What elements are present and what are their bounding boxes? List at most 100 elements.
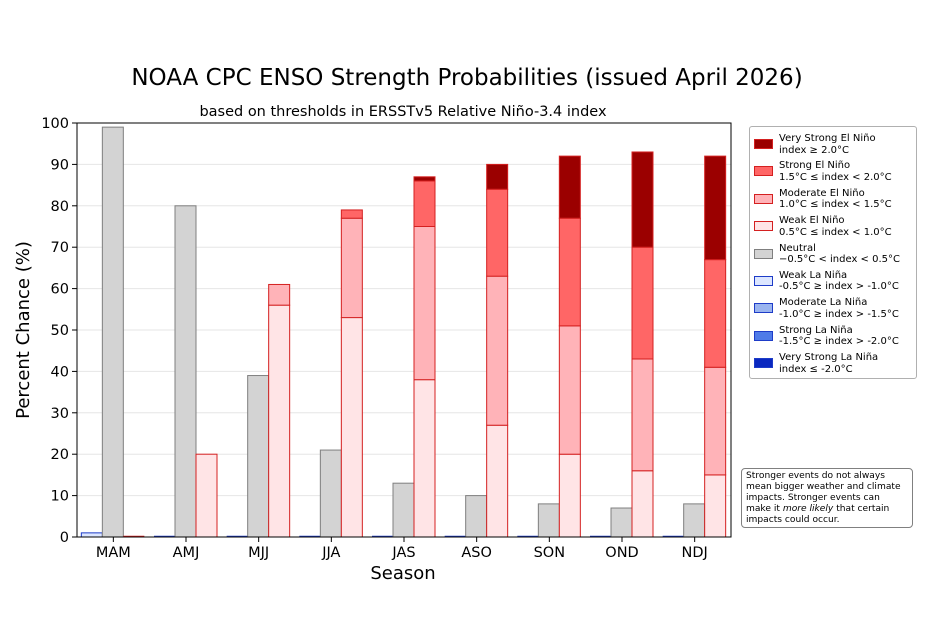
x-tick-label: SON: [534, 545, 565, 561]
bar-segment-moderate-el-ni-o: [340, 217, 363, 319]
bar-segment-neutral: [537, 503, 560, 538]
bar-segment-weak-la-ni-a: [80, 532, 103, 538]
legend-item: Strong La Niña -1.5°C ≥ index > -2.0°C: [754, 325, 912, 352]
x-tick-label: MJJ: [248, 545, 269, 561]
y-tick-label: 0: [60, 530, 69, 546]
legend-series-name: Strong La Niña: [779, 324, 853, 336]
legend-swatch: [754, 248, 773, 259]
bar-segment-weak-el-ni-o: [340, 317, 363, 538]
annotation-line: Stronger events do not always: [746, 471, 885, 481]
legend-label: Neutral −0.5°C < index < 0.5°C: [779, 243, 900, 266]
bars: [80, 126, 727, 538]
legend-series-range: index ≥ 2.0°C: [779, 144, 849, 156]
bar-segment-strong-el-ni-o: [558, 217, 581, 327]
legend-label: Moderate La Niña -1.0°C ≥ index > -1.5°C: [779, 297, 899, 320]
legend-label: Moderate El Niño 1.0°C ≤ index < 1.5°C: [779, 188, 892, 211]
y-axis-label: Percent Chance (%): [13, 241, 34, 419]
legend-item: Weak La Niña -0.5°C ≥ index > -1.0°C: [754, 270, 912, 297]
x-tick-label: MAM: [96, 545, 131, 561]
legend-series-range: 1.5°C ≤ index < 2.0°C: [779, 171, 892, 183]
bar-segment-weak-el-ni-o: [486, 424, 509, 538]
legend-label: Weak El Niño 0.5°C ≤ index < 1.0°C: [779, 215, 892, 238]
bar-segment-moderate-el-ni-o: [486, 275, 509, 426]
legend-label: Strong La Niña -1.5°C ≥ index > -2.0°C: [779, 325, 899, 348]
x-tick-label: JJA: [321, 545, 340, 561]
legend: Very Strong El Niño index ≥ 2.0°C Strong E…: [749, 126, 917, 379]
bar-segment-strong-el-ni-o: [486, 188, 509, 277]
bar-segment-weak-el-ni-o: [558, 453, 581, 538]
legend-series-name: Weak La Niña: [779, 269, 848, 281]
annotation-line: make it more likely that certain: [746, 504, 908, 515]
bar-segment-neutral: [101, 126, 124, 538]
legend-series-range: 0.5°C ≤ index < 1.0°C: [779, 226, 892, 238]
axis-ticks: 0 10 20 30 40 50 60 70 80 90 100 MAM AMJ MJJ JJA JAS ASO…: [41, 116, 708, 561]
x-axis-label: Season: [370, 563, 435, 584]
y-tick-label: 70: [51, 240, 69, 256]
legend-swatch: [754, 166, 773, 177]
bar-segment-neutral: [392, 482, 415, 538]
legend-swatch: [754, 358, 773, 369]
legend-swatch: [754, 275, 773, 286]
legend-swatch: [754, 221, 773, 232]
legend-label: Very Strong El Niño index ≥ 2.0°C: [779, 133, 876, 156]
legend-item: Strong El Niño 1.5°C ≤ index < 2.0°C: [754, 160, 912, 187]
legend-item: Moderate El Niño 1.0°C ≤ index < 1.5°C: [754, 188, 912, 215]
legend-series-range: index ≤ -2.0°C: [779, 363, 853, 375]
annotation-text: make it: [746, 504, 783, 514]
bar-segment-moderate-el-ni-o: [268, 283, 291, 306]
legend-item: Weak El Niño 0.5°C ≤ index < 1.0°C: [754, 215, 912, 242]
legend-item: Moderate La Niña -1.0°C ≥ index > -1.5°C: [754, 297, 912, 324]
bar-segment-strong-el-ni-o: [413, 180, 436, 228]
bar-segment-neutral: [610, 507, 633, 538]
bar-segment-neutral: [247, 375, 270, 538]
y-tick-label: 10: [51, 489, 69, 505]
x-tick-label: AMJ: [173, 545, 200, 561]
legend-series-name: Strong El Niño: [779, 160, 851, 172]
annotation-text: that certain: [833, 504, 890, 514]
bar-segment-very-strong-el-ni-o: [486, 163, 509, 190]
y-tick-label: 90: [51, 157, 69, 173]
x-tick-label: OND: [605, 545, 638, 561]
legend-swatch: [754, 330, 773, 341]
bar-segment-neutral: [319, 449, 342, 538]
x-tick-label: ASO: [461, 545, 492, 561]
bar-segment-very-strong-el-ni-o: [413, 176, 436, 182]
y-tick-label: 60: [51, 282, 69, 298]
annotation-box: Stronger events do not always mean bigge…: [741, 468, 913, 528]
bar-segment-strong-el-ni-o: [704, 259, 727, 368]
y-tick-label: 80: [51, 199, 69, 215]
bar-segment-weak-el-ni-o: [268, 304, 291, 538]
y-tick-label: 20: [51, 447, 69, 463]
annotation-line: impacts could occur.: [746, 515, 840, 525]
legend-swatch: [754, 193, 773, 204]
legend-item: Very Strong El Niño index ≥ 2.0°C: [754, 133, 912, 160]
bar-segment-very-strong-el-ni-o: [558, 155, 581, 219]
chart-subtitle: based on thresholds in ERSSTv5 Relative …: [199, 104, 607, 120]
bar-segment-strong-el-ni-o: [340, 209, 363, 219]
bar-segment-neutral: [465, 495, 488, 538]
y-tick-label: 40: [51, 364, 69, 380]
legend-label: Very Strong La Niña index ≤ -2.0°C: [779, 352, 878, 375]
x-tick-label: JAS: [391, 545, 415, 561]
y-tick-label: 30: [51, 406, 69, 422]
bar-segment-neutral: [683, 503, 706, 538]
legend-item: Very Strong La Niña index ≤ -2.0°C: [754, 352, 912, 379]
legend-series-name: Moderate El Niño: [779, 187, 865, 199]
bar-segment-weak-el-ni-o: [631, 470, 654, 538]
legend-series-range: −0.5°C < index < 0.5°C: [779, 254, 900, 266]
annotation-line: mean bigger weather and climate: [746, 482, 901, 492]
x-tick-label: NDJ: [682, 545, 708, 561]
legend-label: Strong El Niño 1.5°C ≤ index < 2.0°C: [779, 160, 892, 183]
legend-series-range: -0.5°C ≥ index > -1.0°C: [779, 281, 899, 293]
bar-segment-weak-el-ni-o: [704, 474, 727, 538]
bar-segment-strong-el-ni-o: [631, 246, 654, 360]
bar-segment-moderate-el-ni-o: [631, 358, 654, 472]
bar-segment-moderate-el-ni-o: [704, 366, 727, 476]
legend-item: Neutral −0.5°C < index < 0.5°C: [754, 243, 912, 270]
legend-series-name: Very Strong La Niña: [779, 352, 879, 364]
y-tick-label: 100: [41, 116, 69, 132]
legend-series-name: Neutral: [779, 242, 816, 254]
y-tick-label: 50: [51, 323, 69, 339]
bar-segment-very-strong-el-ni-o: [704, 155, 727, 261]
